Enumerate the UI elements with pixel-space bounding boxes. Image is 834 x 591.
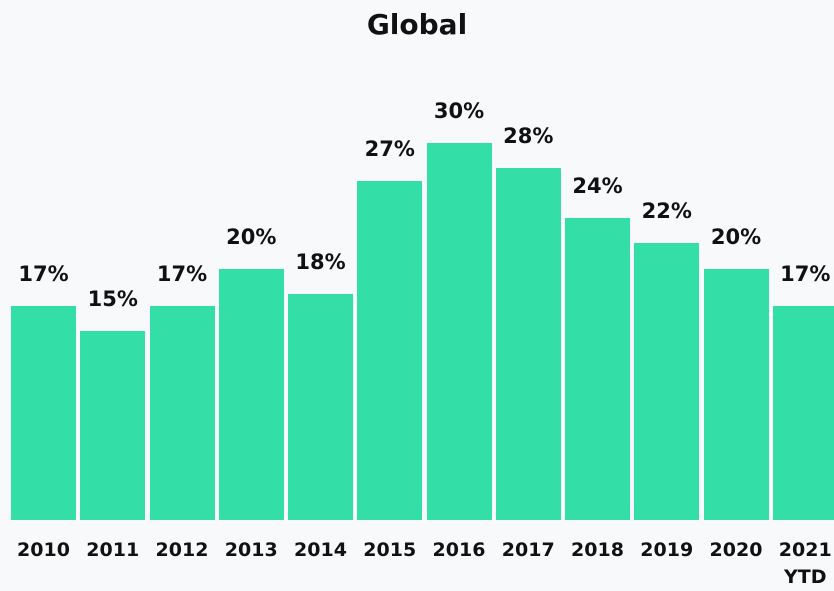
bar (357, 180, 423, 520)
bar (218, 268, 284, 520)
x-tick-label: 2010 (17, 539, 70, 561)
bar (495, 168, 561, 520)
bar (11, 306, 76, 520)
x-tick-label: 2018 (571, 539, 624, 561)
bar (149, 306, 215, 520)
data-label: 20% (226, 224, 277, 249)
data-label: 30% (433, 98, 485, 123)
bar (565, 218, 630, 520)
x-tick-label: 2016 (432, 539, 486, 561)
data-label: 17% (780, 262, 831, 287)
data-label: 17% (18, 262, 69, 287)
x-tick-label: 2017 (501, 539, 555, 561)
x-tick-label: 2015 (363, 539, 417, 561)
bar (772, 306, 834, 520)
bar (288, 293, 353, 520)
data-label: 24% (572, 174, 623, 199)
data-label: 18% (295, 249, 346, 274)
x-tick-label: 2014 (294, 539, 347, 561)
bar (80, 331, 146, 520)
x-tick-label: 2012 (155, 539, 209, 561)
x-tick-label: 2021 YTD (778, 539, 832, 588)
x-tick-label: 2020 (709, 539, 763, 561)
data-label: 22% (641, 199, 692, 224)
data-label: 28% (503, 124, 554, 149)
data-label: 15% (87, 287, 138, 312)
bar (634, 243, 700, 520)
data-label: 27% (364, 136, 415, 161)
x-tick-label: 2019 (640, 539, 694, 561)
x-tick-label: 2011 (86, 539, 140, 561)
data-label: 20% (710, 224, 762, 249)
chart-title: Global (366, 8, 468, 41)
data-label: 17% (156, 262, 208, 287)
bar (426, 142, 492, 520)
x-tick-label: 2013 (224, 539, 278, 561)
bar (703, 268, 769, 520)
